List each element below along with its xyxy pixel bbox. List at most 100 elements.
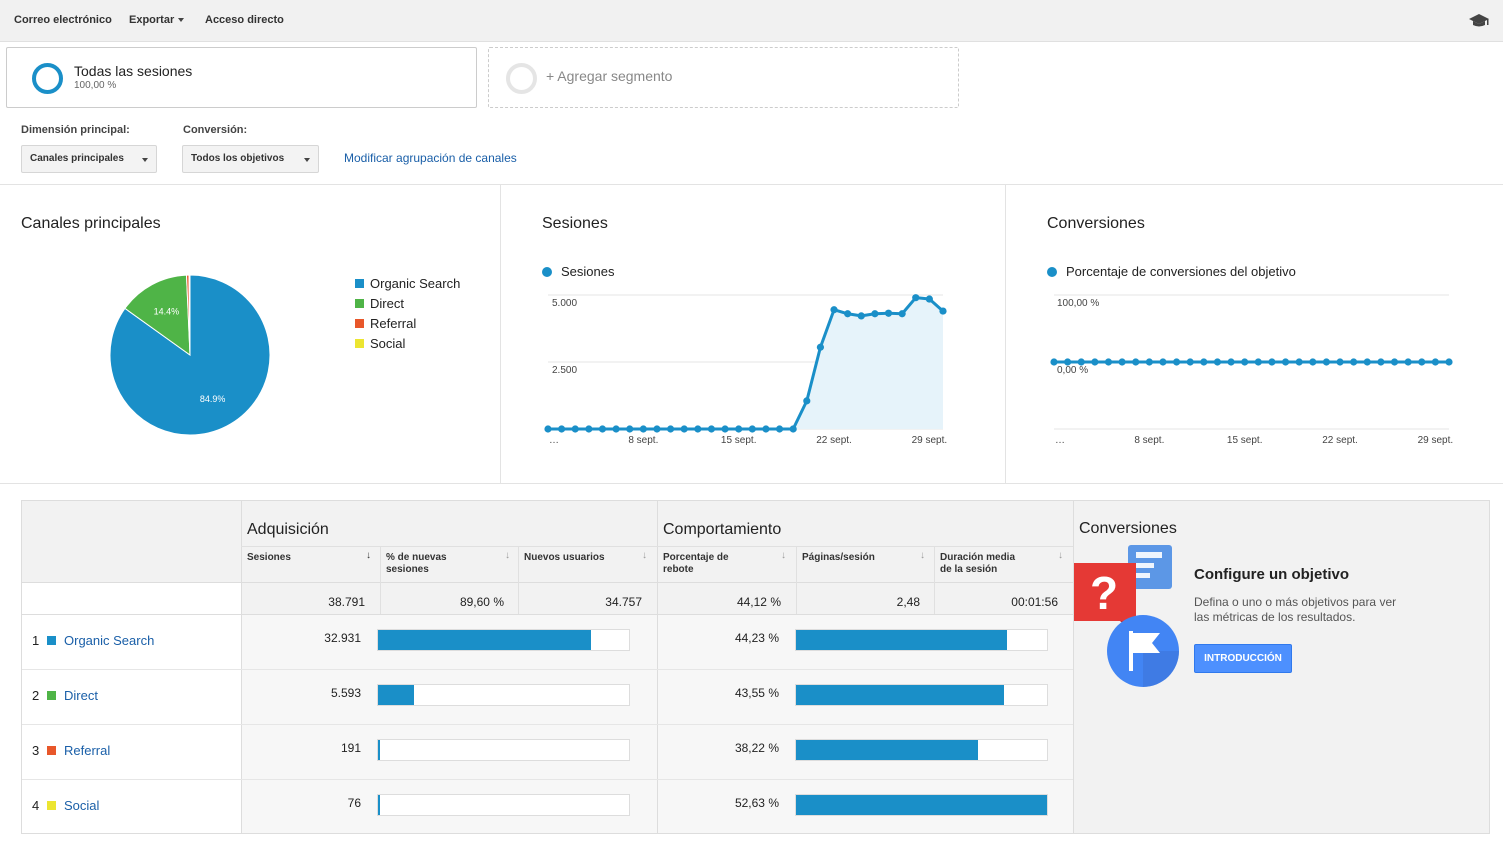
row-swatch (47, 746, 56, 755)
legend-social: Social (355, 336, 405, 351)
header-label: Porcentaje de (663, 552, 729, 563)
data-point (844, 310, 852, 318)
bounce-bar (795, 629, 1048, 651)
sort-icon[interactable]: ↓ (642, 550, 647, 561)
data-point (612, 425, 620, 433)
data-point (707, 425, 716, 433)
sort-desc-icon[interactable]: ↓ (366, 550, 371, 561)
data-point (912, 294, 920, 302)
data-point (1213, 358, 1222, 366)
sort-icon[interactable]: ↓ (505, 550, 510, 561)
sessions-panel: Sesiones Sesiones 5.000 2.500 … 8 sept. 15 s… (501, 185, 1006, 483)
data-point (1145, 358, 1153, 366)
grid-line (21, 779, 1073, 780)
data-point (639, 425, 647, 433)
sort-icon[interactable]: ↓ (920, 550, 925, 561)
y-tick-label: 100,00 % (1057, 298, 1099, 309)
bounce-bar-fill (796, 685, 1004, 705)
data-point (803, 397, 811, 405)
header-pages-session[interactable]: Páginas/sesión (802, 552, 875, 564)
channel-link[interactable]: Direct (64, 688, 98, 703)
data-point (816, 343, 825, 351)
goal-illustration-icon: ? (1074, 545, 1179, 687)
sessions-title: Sesiones (542, 215, 608, 232)
row-swatch (47, 801, 56, 810)
data-point (1322, 358, 1331, 366)
legend-referral: Referral (355, 316, 416, 331)
data-point (558, 425, 566, 433)
total-duration: 00:01:56 (1011, 595, 1058, 609)
conversion-select[interactable]: Todos los objetivos (182, 145, 319, 173)
x-tick-label: 8 sept. (1134, 435, 1164, 446)
data-point (857, 312, 865, 320)
total-new-users: 34.757 (605, 595, 642, 609)
row-sessions: 191 (340, 741, 361, 755)
legend-swatch (355, 299, 364, 308)
row-bounce: 43,55 % (734, 686, 779, 700)
data-point (1404, 358, 1412, 366)
x-tick-label: 29 sept. (912, 435, 948, 446)
email-button[interactable]: Correo electrónico (14, 14, 112, 26)
conversion-value: Todos los objetivos (191, 153, 285, 164)
grid-line (21, 500, 22, 834)
header-label: Nuevos usuarios (524, 552, 605, 563)
group-conversions: Conversiones (1079, 520, 1177, 537)
legend-label: Referral (370, 316, 417, 331)
header-avg-duration[interactable]: Duración media de la sesión (940, 552, 1015, 576)
grid-line (796, 546, 797, 614)
shortcut-button[interactable]: Acceso directo (205, 14, 284, 26)
header-bounce-rate[interactable]: Porcentaje de rebote (663, 552, 729, 576)
grid-line (21, 614, 1073, 615)
group-behavior: Comportamiento (663, 521, 782, 538)
header-sessions[interactable]: Sesiones (247, 552, 291, 564)
x-tick-label: 22 sept. (816, 435, 852, 446)
bounce-bar (795, 684, 1048, 706)
sessions-bar-fill (378, 795, 380, 815)
bounce-bar-fill (796, 795, 1047, 815)
bounce-bar (795, 739, 1048, 761)
grid-line (21, 724, 1073, 725)
data-point (1118, 358, 1126, 366)
header-new-sessions[interactable]: % de nuevas sesiones (386, 552, 447, 576)
header-new-users[interactable]: Nuevos usuarios (524, 552, 605, 564)
row-swatch (47, 691, 56, 700)
row-index: 4 (32, 798, 40, 813)
primary-dimension-select[interactable]: Canales principales (21, 145, 157, 173)
total-sessions: 38.791 (328, 595, 365, 609)
data-point (1390, 358, 1399, 366)
data-point (1336, 358, 1344, 366)
primary-dimension-label: Dimensión principal: (21, 124, 130, 136)
row-bounce: 38,22 % (734, 741, 779, 755)
legend-swatch (355, 319, 364, 328)
channels-pie-panel: Canales principales 84.9% 14.4% Organic S… (0, 185, 501, 483)
export-menu[interactable]: Exportar (129, 14, 185, 26)
row-bounce: 44,23 % (734, 631, 779, 645)
channel-link[interactable]: Organic Search (64, 633, 155, 648)
x-tick-label: 22 sept. (1322, 435, 1358, 446)
channel-link[interactable]: Social (64, 798, 100, 813)
channel-link[interactable]: Referral (64, 743, 111, 758)
header-label: sesiones (386, 564, 429, 575)
total-new-sessions: 89,60 % (459, 595, 504, 609)
sort-icon[interactable]: ↓ (781, 550, 786, 561)
segment-all-sessions[interactable]: Todas las sesiones 100,00 % (6, 47, 477, 108)
segment-percentage: 100,00 % (74, 80, 117, 91)
data-point (598, 425, 607, 433)
introduction-button[interactable]: INTRODUCCIÓN (1194, 644, 1292, 673)
legend-swatch (355, 339, 364, 348)
grid-line (380, 546, 381, 614)
legend-label: Sesiones (561, 264, 615, 279)
bounce-bar-fill (796, 630, 1007, 650)
sort-icon[interactable]: ↓ (1058, 550, 1063, 561)
data-point (898, 310, 906, 318)
graduation-cap-icon[interactable] (1468, 12, 1490, 30)
area-fill (548, 297, 943, 429)
legend-organic-search: Organic Search (355, 276, 460, 291)
add-segment-button[interactable]: + Agregar segmento (488, 47, 959, 108)
data-point (571, 425, 579, 433)
modify-channel-grouping-link[interactable]: Modificar agrupación de canales (344, 151, 517, 165)
pie-slice-label: 84.9% (200, 394, 226, 404)
chevron-down-icon (304, 158, 310, 162)
pie-title: Canales principales (21, 215, 161, 232)
data-point (1281, 358, 1290, 366)
